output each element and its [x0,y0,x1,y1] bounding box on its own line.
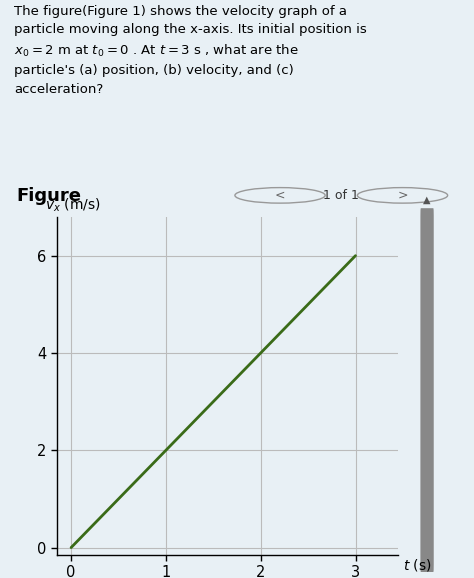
Text: 1 of 1: 1 of 1 [323,189,359,202]
Text: The figure(Figure 1) shows the velocity graph of a
particle moving along the x-a: The figure(Figure 1) shows the velocity … [14,5,367,96]
Text: $v_x$ (m/s): $v_x$ (m/s) [45,197,100,214]
Text: >: > [397,189,408,202]
Text: Figure: Figure [17,187,82,205]
FancyBboxPatch shape [420,208,434,572]
Text: ▲: ▲ [423,195,431,205]
Text: <: < [275,189,285,202]
Text: $t$ (s): $t$ (s) [403,557,432,573]
